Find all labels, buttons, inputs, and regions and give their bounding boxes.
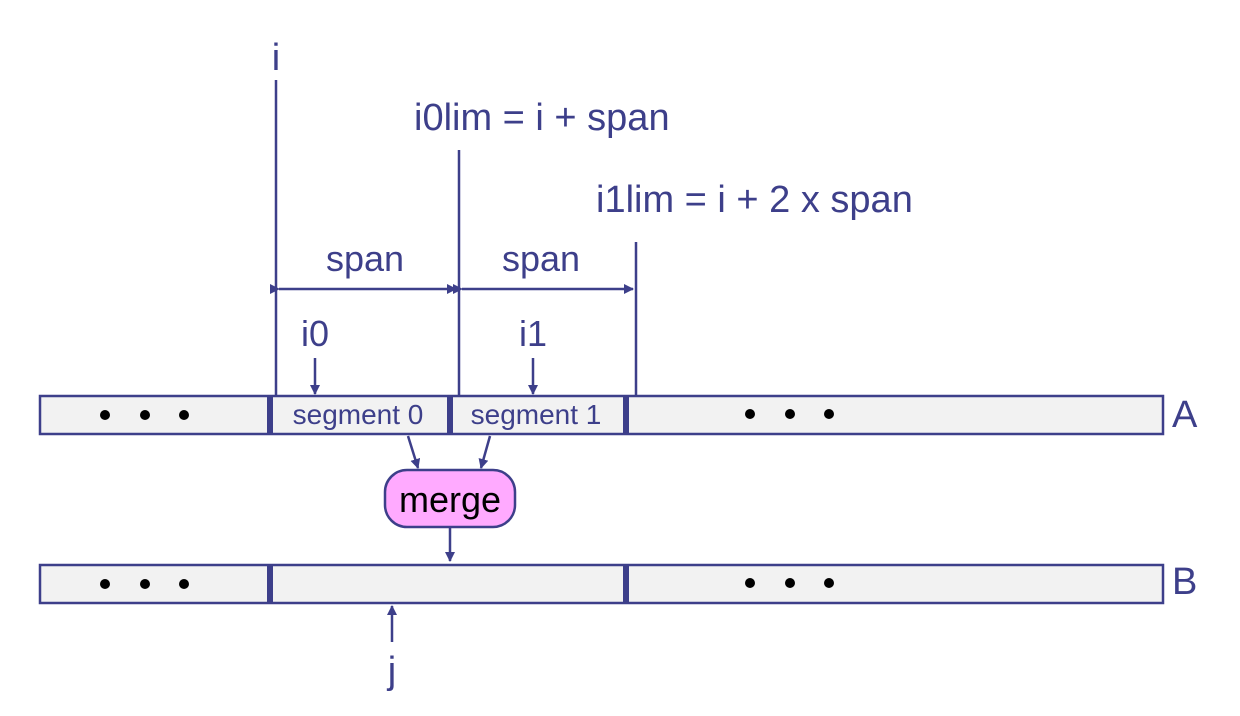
segment-1-to-merge-arrow [478, 435, 492, 469]
label-i1: i1 [519, 313, 547, 354]
array-b-label: B [1172, 561, 1197, 603]
label-span-left: span [326, 238, 404, 279]
array-a-bar [38, 394, 1165, 436]
ellipsis-dot [824, 578, 834, 588]
ellipsis-dot [824, 409, 834, 419]
ellipsis-dot [745, 578, 755, 588]
ellipsis-dot [785, 578, 795, 588]
label-i0: i0 [301, 313, 329, 354]
array-b [38, 563, 1165, 605]
label-i: i [272, 37, 280, 79]
label-i0lim: i0lim = i + span [414, 97, 670, 139]
ellipsis-dot [745, 409, 755, 419]
label-j: j [387, 650, 396, 692]
ellipsis-dot [100, 410, 110, 420]
ellipsis-dot [140, 579, 150, 589]
merge-label: merge [399, 479, 501, 520]
ellipsis-dot [179, 410, 189, 420]
ellipsis-dot [100, 579, 110, 589]
segment-0-label: segment 0 [293, 399, 424, 430]
ellipsis-dot [140, 410, 150, 420]
segment-1-label: segment 1 [471, 399, 602, 430]
label-i1lim: i1lim = i + 2 x span [596, 179, 913, 221]
array-b-bar [38, 563, 1165, 605]
label-span-right: span [502, 238, 580, 279]
array-a-label: A [1172, 394, 1198, 436]
segment-0-to-merge-arrow [406, 435, 421, 469]
ellipsis-dot [179, 579, 189, 589]
ellipsis-dot [785, 409, 795, 419]
array-a: segment 0 segment 1 [38, 394, 1165, 436]
